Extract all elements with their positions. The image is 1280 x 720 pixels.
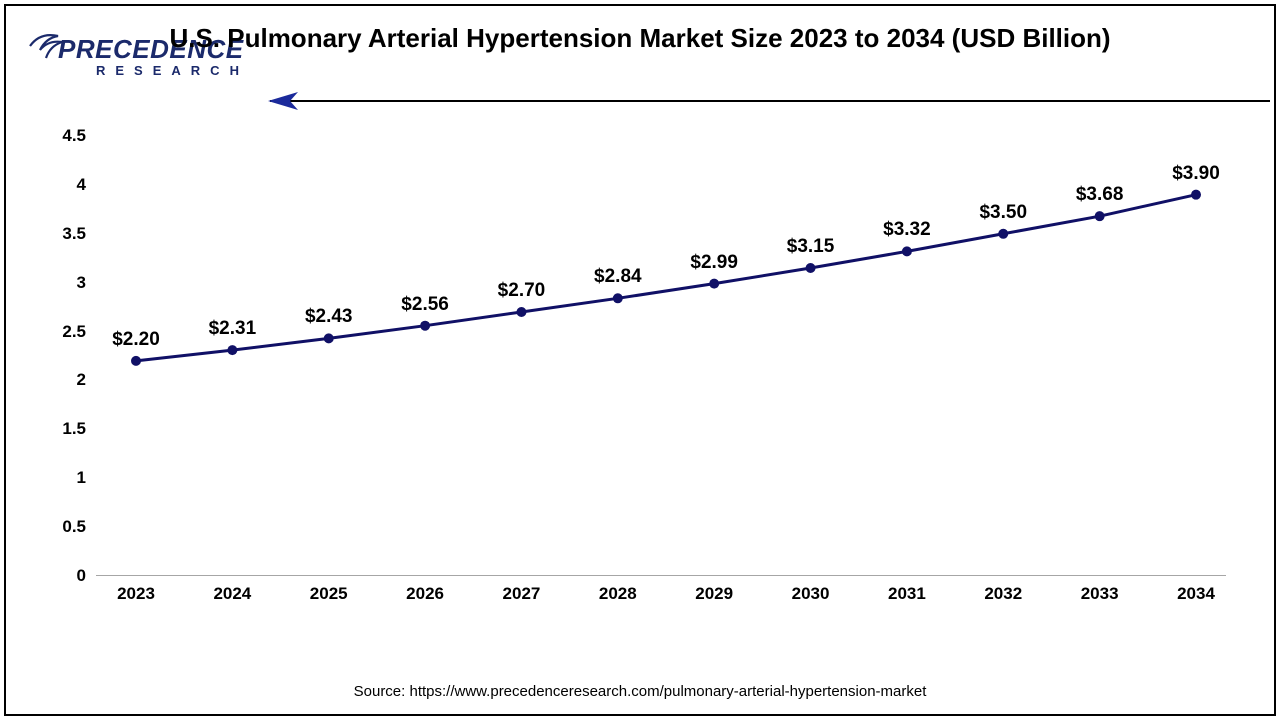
data-point-label: $3.50 bbox=[979, 202, 1027, 224]
x-axis-tick-label: 2024 bbox=[213, 584, 251, 604]
x-axis-tick-label: 2023 bbox=[117, 584, 155, 604]
chart-plot-area: 00.511.522.533.544.5 2023202420252026202… bbox=[96, 136, 1226, 616]
arrow-left-icon bbox=[266, 90, 302, 112]
y-axis-tick-label: 3.5 bbox=[46, 224, 86, 244]
x-axis-tick-label: 2028 bbox=[599, 584, 637, 604]
x-axis-tick-label: 2033 bbox=[1081, 584, 1119, 604]
chart-title: U.S. Pulmonary Arterial Hypertension Mar… bbox=[6, 22, 1274, 56]
y-axis-tick-label: 1.5 bbox=[46, 419, 86, 439]
data-point-label: $3.90 bbox=[1172, 163, 1220, 185]
data-point-label: $2.31 bbox=[209, 318, 257, 340]
y-axis-tick-label: 0 bbox=[46, 566, 86, 586]
data-point-label: $3.32 bbox=[883, 219, 931, 241]
x-axis-tick-label: 2031 bbox=[888, 584, 926, 604]
x-axis-tick-label: 2032 bbox=[984, 584, 1022, 604]
data-point-label: $2.70 bbox=[498, 280, 546, 302]
data-point-label: $3.15 bbox=[787, 236, 835, 258]
data-point-label: $3.68 bbox=[1076, 184, 1124, 206]
chart-frame: PRECEDENCE RESEARCH U.S. Pulmonary Arter… bbox=[4, 4, 1276, 716]
data-point-label: $2.84 bbox=[594, 266, 642, 288]
y-axis-tick-label: 3 bbox=[46, 273, 86, 293]
decorative-arrow-line bbox=[270, 100, 1270, 102]
data-point-label: $2.99 bbox=[690, 252, 738, 274]
x-axis-tick-label: 2030 bbox=[792, 584, 830, 604]
y-axis-tick-label: 0.5 bbox=[46, 517, 86, 537]
data-point-label: $2.56 bbox=[401, 294, 449, 316]
x-axis-tick-label: 2029 bbox=[695, 584, 733, 604]
x-axis-tick-label: 2026 bbox=[406, 584, 444, 604]
y-axis-tick-label: 1 bbox=[46, 468, 86, 488]
source-text: Source: https://www.precedenceresearch.c… bbox=[6, 683, 1274, 700]
y-axis-tick-label: 2.5 bbox=[46, 322, 86, 342]
line-chart-svg bbox=[96, 136, 1226, 576]
y-axis-tick-label: 4 bbox=[46, 175, 86, 195]
y-axis-tick-label: 4.5 bbox=[46, 126, 86, 146]
x-axis-tick-label: 2027 bbox=[503, 584, 541, 604]
x-axis-tick-label: 2034 bbox=[1177, 584, 1215, 604]
data-point-label: $2.20 bbox=[112, 329, 160, 351]
x-axis-tick-label: 2025 bbox=[310, 584, 348, 604]
logo-text-sub: RESEARCH bbox=[96, 63, 249, 78]
data-point-label: $2.43 bbox=[305, 306, 353, 328]
y-axis-tick-label: 2 bbox=[46, 370, 86, 390]
